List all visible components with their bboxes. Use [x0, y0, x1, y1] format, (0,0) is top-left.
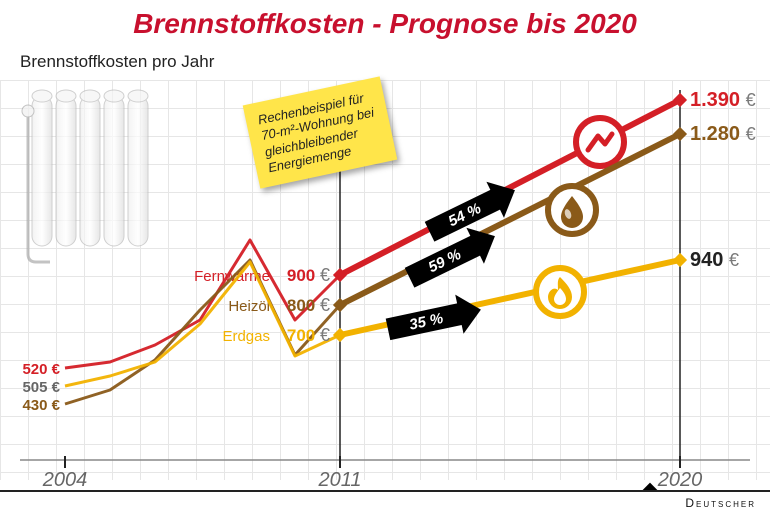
x-tick-label: 2011	[317, 469, 361, 491]
end-value-erdgas: 940 €	[690, 249, 739, 271]
note-text: Rechenbeispiel für 70-m²-Wohnung bei gle…	[257, 90, 376, 175]
end-value-heizoel: 1.280 €	[690, 123, 756, 145]
mid-value-fernwaerme: 900 €	[287, 265, 330, 285]
start-value-erdgas: 505 €	[22, 379, 60, 396]
infographic-canvas: Brennstoffkosten - Prognose bis 2020 Bre…	[0, 0, 770, 514]
start-value-heizoel: 430 €	[22, 397, 60, 414]
mid-value-erdgas: 700 €	[287, 325, 330, 345]
footer-brand: Deutscher	[685, 496, 756, 510]
pct-arrow-erdgas: 35 %	[384, 290, 485, 349]
chart-svg: 200420112020520 €Fernwärme900 €1.390 €54…	[0, 0, 770, 514]
x-tick-label: 2020	[657, 469, 703, 491]
flame-icon	[536, 268, 584, 316]
pipe-icon	[576, 118, 624, 166]
footer-bar: Deutscher	[0, 490, 770, 514]
series-name-heizoel: Heizöl	[228, 298, 270, 315]
prognosis-line-fernwaerme	[340, 100, 680, 275]
x-tick-label: 2004	[42, 469, 88, 491]
series-name-erdgas: Erdgas	[222, 328, 270, 345]
start-value-fernwaerme: 520 €	[22, 361, 60, 378]
end-value-fernwaerme: 1.390 €	[690, 89, 756, 111]
drop-icon	[548, 186, 596, 234]
mid-value-heizoel: 800 €	[287, 295, 330, 315]
